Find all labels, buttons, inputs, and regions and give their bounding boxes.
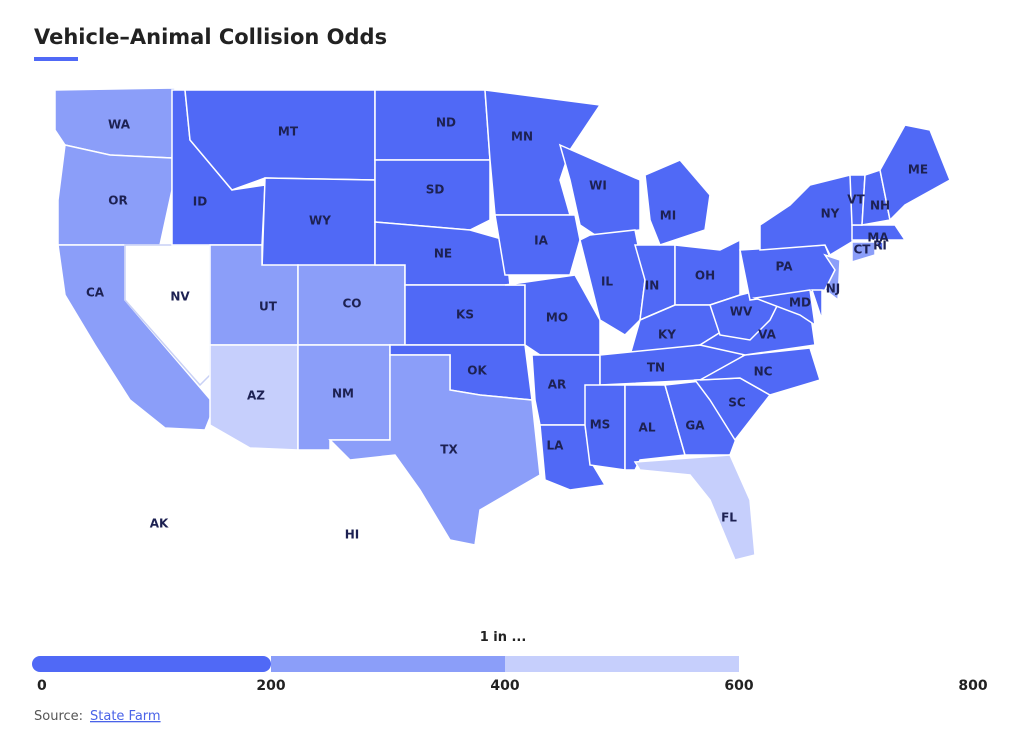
state [209,344,299,451]
legend-tick-label: 800 [958,678,987,694]
state-label: WY [309,214,331,228]
state [759,174,856,257]
legend-swatch [505,656,739,672]
state [873,241,884,255]
state-label: ND [436,116,456,130]
state-label: WI [589,179,607,193]
state-label: AZ [247,389,265,403]
state-label: AR [548,378,567,392]
state-label: FL [721,511,737,525]
state-label: IA [534,234,548,248]
title-accent [34,57,78,61]
state-label: OK [467,364,487,378]
state-label: AL [639,421,656,435]
state-label: RI [873,239,887,253]
state [633,454,756,561]
state-label: LA [547,439,565,453]
state-label: WV [730,305,753,319]
map: WA OR CA NV ID MT WY UT CO AZ NM ND SD NE KS OK TX MN IA MO… [54,87,951,561]
state-label: NJ [826,282,841,296]
state-label: CO [342,297,361,311]
state-label: ME [908,163,928,177]
state [752,289,816,327]
state [494,214,581,276]
state-label: NV [170,290,190,304]
state-label: ID [193,195,207,209]
state [810,289,823,321]
legend-title: 1 in ... [480,630,527,645]
state-label: WA [108,118,131,132]
state-label: GA [685,419,705,433]
state [851,241,876,264]
state-label: MT [278,125,299,139]
title: Vehicle–Animal Collision Odds [34,25,387,49]
state [374,159,491,231]
state-label: MO [546,311,568,325]
state-label: UT [259,300,278,314]
source-label: Source: [34,709,83,724]
state-label: NE [434,247,452,261]
state [823,253,841,302]
legend-tick-label: 200 [256,678,285,694]
state [644,159,711,246]
state-label: SC [728,396,746,410]
state-label: MI [660,209,676,223]
state-label: TN [647,361,665,375]
state-label: MS [590,418,611,432]
legend-tick-label: 400 [490,678,519,694]
legend-swatch [271,656,505,672]
state-label: VA [758,328,776,342]
state [484,89,602,216]
state [579,229,646,336]
state-label: MD [789,296,811,310]
state [374,89,491,161]
state-label: CT [854,243,872,257]
legend-tick-label: 600 [724,678,753,694]
state-label: IL [601,275,613,289]
legend-tick-label: 0 [37,678,47,694]
state-label: HI [345,528,360,542]
state [709,289,782,341]
state-label: KS [456,308,474,322]
state-label: VT [847,193,865,207]
state-label: AK [150,517,169,531]
state-label: PA [776,260,794,274]
state [879,124,951,222]
state-label: OH [695,269,715,283]
state-label: MN [511,130,533,144]
state [584,384,626,471]
legend-swatch [32,656,271,672]
state-label: MA [867,231,889,245]
state-label: CA [86,286,105,300]
state [57,144,173,246]
state [328,354,541,546]
source-link[interactable]: State Farm [90,709,161,724]
state-label: SD [426,183,445,197]
state-label: NH [870,199,890,213]
state [851,224,907,241]
state-label: OR [108,194,127,208]
state-label: NM [332,387,354,401]
state-label: TX [440,443,458,457]
legend: 0 200 400 600 800 [32,656,988,694]
state-label: IN [645,279,660,293]
state-label: KY [658,328,676,342]
state-label: NY [821,207,840,221]
state-label: NC [754,365,773,379]
